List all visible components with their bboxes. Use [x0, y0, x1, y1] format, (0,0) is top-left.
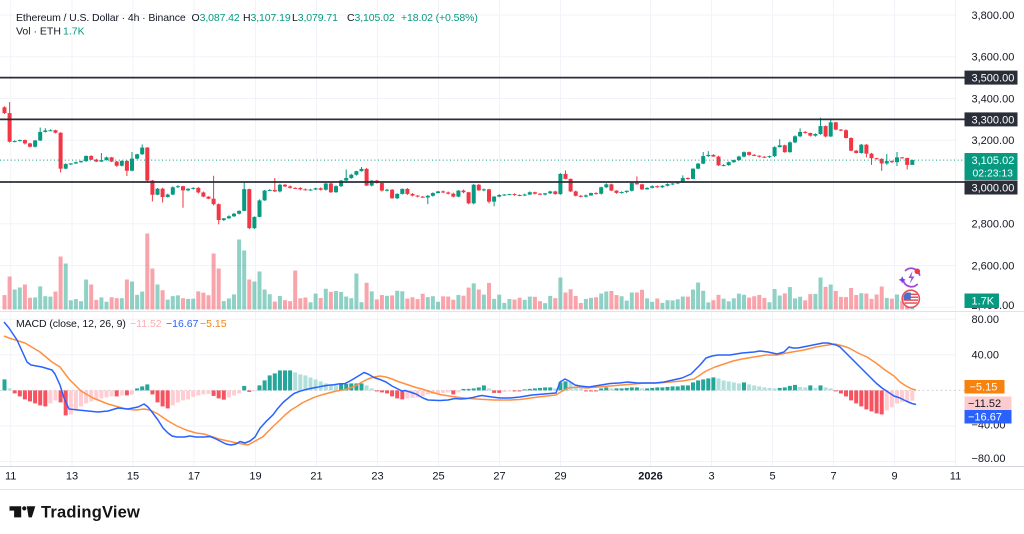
svg-text:Vol · ETH: Vol · ETH — [16, 26, 61, 38]
svg-text:1.7K: 1.7K — [63, 26, 85, 38]
svg-text:1.7K: 1.7K — [972, 295, 995, 307]
svg-text:3,800.00: 3,800.00 — [972, 10, 1015, 22]
svg-text:3: 3 — [708, 471, 714, 483]
svg-text:11: 11 — [950, 471, 961, 483]
svg-text:−5.15: −5.15 — [200, 318, 227, 330]
svg-text:Ethereum / U.S. Dollar · 4h ·: Ethereum / U.S. Dollar · 4h · Binance O3,… — [16, 12, 478, 24]
svg-text:2,800.00: 2,800.00 — [972, 219, 1015, 231]
svg-text:3,600.00: 3,600.00 — [972, 52, 1015, 64]
svg-text:3,400.00: 3,400.00 — [972, 93, 1015, 105]
svg-text:23: 23 — [371, 471, 383, 483]
svg-text:29: 29 — [554, 471, 566, 483]
svg-text:7: 7 — [830, 471, 836, 483]
svg-text:−11.52: −11.52 — [130, 318, 162, 330]
svg-text:−16.67: −16.67 — [166, 318, 199, 330]
svg-text:40.00: 40.00 — [972, 350, 1000, 362]
svg-text:27: 27 — [493, 471, 505, 483]
svg-text:−16.67: −16.67 — [968, 412, 1002, 424]
svg-text:−11.52: −11.52 — [968, 398, 1001, 410]
svg-text:−5.15: −5.15 — [970, 382, 998, 394]
svg-text:MACD (close, 12, 26, 9): MACD (close, 12, 26, 9) — [16, 318, 126, 330]
svg-text:3,105.02: 3,105.02 — [972, 155, 1015, 167]
svg-text:11: 11 — [5, 471, 16, 483]
svg-text:2,600.00: 2,600.00 — [972, 260, 1015, 272]
svg-text:TradingView: TradingView — [41, 504, 140, 522]
svg-text:3,000.00: 3,000.00 — [972, 182, 1015, 194]
svg-text:02:23:13: 02:23:13 — [973, 168, 1014, 179]
svg-text:80.00: 80.00 — [972, 314, 1000, 326]
svg-text:15: 15 — [127, 471, 139, 483]
svg-text:3,200.00: 3,200.00 — [972, 135, 1015, 147]
svg-text:13: 13 — [66, 471, 78, 483]
svg-text:25: 25 — [432, 471, 444, 483]
svg-text:3,500.00: 3,500.00 — [972, 73, 1015, 85]
svg-text:17: 17 — [188, 471, 200, 483]
svg-text:5: 5 — [769, 471, 775, 483]
svg-text:2026: 2026 — [638, 471, 662, 483]
svg-text:−80.00: −80.00 — [972, 453, 1006, 465]
svg-text:3,300.00: 3,300.00 — [972, 114, 1015, 126]
svg-text:19: 19 — [249, 471, 261, 483]
svg-text:21: 21 — [310, 471, 322, 483]
svg-text:9: 9 — [891, 471, 897, 483]
